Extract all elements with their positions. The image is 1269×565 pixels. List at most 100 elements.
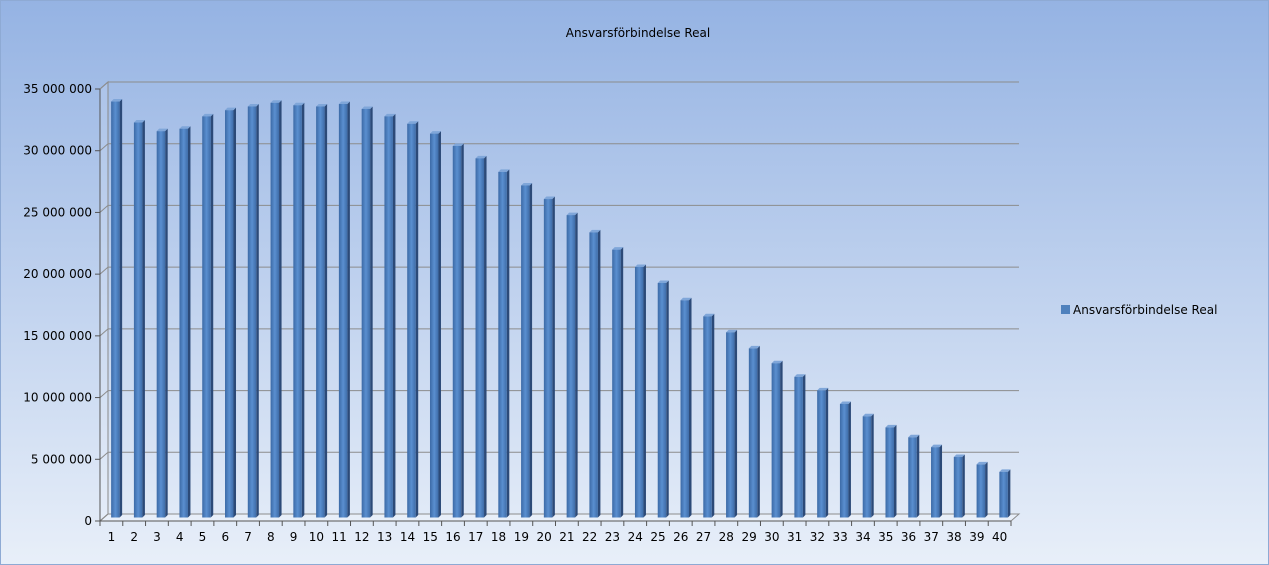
x-tick-label: 20 bbox=[536, 530, 551, 544]
bar bbox=[931, 444, 943, 518]
bar-top bbox=[999, 469, 1011, 472]
bar bbox=[953, 454, 965, 518]
bar-front bbox=[133, 122, 143, 518]
x-tick-label: 18 bbox=[491, 530, 506, 544]
bar-side bbox=[301, 102, 305, 518]
bar-front bbox=[680, 300, 690, 518]
bar-top bbox=[452, 143, 464, 146]
bar-side bbox=[552, 196, 555, 518]
bar bbox=[634, 264, 646, 518]
bar-side bbox=[506, 169, 510, 518]
x-tick-label: 32 bbox=[810, 530, 825, 544]
bar bbox=[475, 155, 487, 518]
bar bbox=[384, 113, 396, 518]
x-tick-label: 4 bbox=[176, 530, 184, 544]
bar-front bbox=[657, 282, 667, 518]
bar-side bbox=[165, 128, 168, 518]
bar-top bbox=[225, 107, 237, 111]
x-tick-label: 35 bbox=[878, 530, 893, 544]
bar-front bbox=[839, 403, 849, 518]
bar-top bbox=[384, 113, 396, 117]
bar-front bbox=[612, 249, 621, 518]
bar-side bbox=[461, 143, 464, 518]
x-tick-label: 17 bbox=[468, 530, 483, 544]
bar bbox=[452, 143, 464, 518]
bar-side bbox=[187, 126, 191, 518]
bar-side bbox=[962, 454, 965, 518]
bar-side bbox=[711, 313, 715, 518]
bar bbox=[498, 169, 510, 518]
plot-area: 0 5 000 000 10 000 000 15 000 000 20 000 000… bbox=[23, 80, 1021, 544]
x-tick-label: 26 bbox=[673, 530, 688, 544]
x-tick-label: 14 bbox=[400, 530, 415, 544]
bar bbox=[612, 247, 624, 518]
bar-side bbox=[825, 387, 829, 518]
bar-side bbox=[324, 103, 328, 518]
bar-top bbox=[247, 103, 259, 107]
bar-front bbox=[748, 348, 758, 518]
bar bbox=[657, 280, 669, 518]
bar bbox=[429, 131, 441, 518]
bar-top bbox=[407, 121, 419, 124]
bar-side bbox=[780, 360, 783, 518]
bar-side bbox=[370, 106, 373, 518]
bar bbox=[293, 102, 305, 518]
bar-top bbox=[771, 360, 783, 364]
y-tick-label: 25 000 000 bbox=[23, 205, 92, 219]
x-tick-label: 23 bbox=[605, 530, 620, 544]
x-tick-label: 3 bbox=[153, 530, 161, 544]
x-tick-label: 16 bbox=[445, 530, 460, 544]
bar-front bbox=[931, 447, 940, 518]
y-tick-label: 20 000 000 bbox=[23, 267, 92, 281]
y-tick-label: 0 bbox=[84, 514, 92, 528]
bar-front bbox=[316, 106, 325, 518]
x-tick-label: 22 bbox=[582, 530, 597, 544]
gridline-diagonal bbox=[99, 451, 109, 460]
bar-side bbox=[347, 101, 350, 518]
bar bbox=[111, 99, 123, 518]
x-tick-label: 39 bbox=[969, 530, 984, 544]
bar-top bbox=[521, 182, 533, 186]
x-tick-label: 1 bbox=[108, 530, 116, 544]
bar-front bbox=[384, 116, 393, 518]
bar bbox=[748, 345, 760, 518]
bar bbox=[247, 103, 259, 518]
bar-front bbox=[634, 266, 644, 518]
bar-side bbox=[142, 120, 145, 518]
bar-side bbox=[392, 113, 396, 518]
bar-side bbox=[643, 264, 646, 518]
bar-side bbox=[689, 297, 692, 518]
x-tick-label: 7 bbox=[244, 530, 252, 544]
bar bbox=[771, 360, 783, 518]
bar-front bbox=[247, 106, 257, 518]
gridline-diagonal bbox=[99, 205, 109, 213]
bar-side bbox=[484, 155, 487, 518]
bar-top bbox=[612, 247, 624, 250]
bar bbox=[999, 469, 1011, 518]
bar-side bbox=[916, 434, 920, 518]
bar-side bbox=[529, 182, 533, 518]
bar-top bbox=[293, 102, 305, 106]
gridline-diagonal bbox=[99, 328, 109, 337]
bar-top bbox=[634, 264, 646, 267]
legend-label: Ansvarsförbindelse Real bbox=[1073, 303, 1217, 317]
x-tick-label: 21 bbox=[559, 530, 574, 544]
bar-side bbox=[871, 413, 874, 518]
bar-top bbox=[908, 434, 920, 438]
bar-top bbox=[316, 103, 328, 107]
legend-swatch bbox=[1061, 305, 1070, 314]
bar-front bbox=[179, 128, 188, 518]
bar-front bbox=[771, 363, 781, 518]
bar bbox=[726, 329, 738, 518]
bar-top bbox=[133, 120, 145, 123]
bar-top bbox=[976, 461, 988, 465]
bar-top bbox=[566, 212, 578, 216]
bar-top bbox=[589, 229, 601, 233]
bar bbox=[566, 212, 578, 518]
bar-side bbox=[734, 329, 738, 518]
bar bbox=[521, 182, 533, 518]
bar-front bbox=[908, 437, 917, 518]
bar-front bbox=[862, 416, 872, 518]
